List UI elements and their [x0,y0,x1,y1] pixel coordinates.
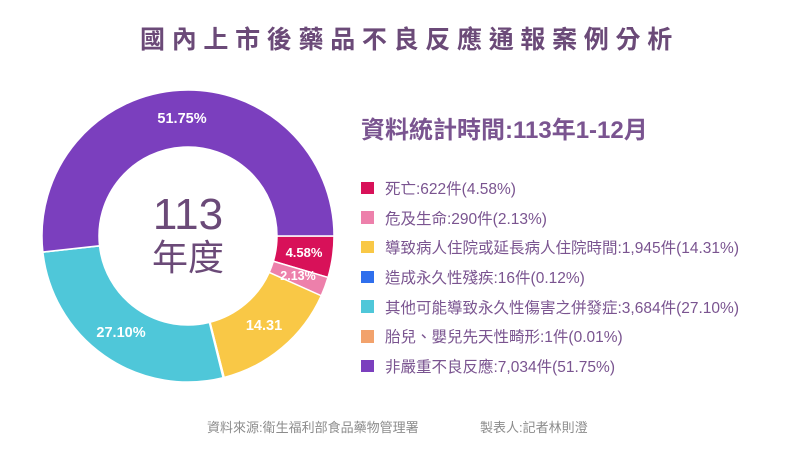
svg-text:27.10%: 27.10% [96,325,145,341]
svg-text:51.75%: 51.75% [157,111,206,127]
svg-text:2.13%: 2.13% [280,269,315,283]
svg-text:14.31: 14.31 [246,318,282,334]
svg-text:4.58%: 4.58% [286,245,323,260]
